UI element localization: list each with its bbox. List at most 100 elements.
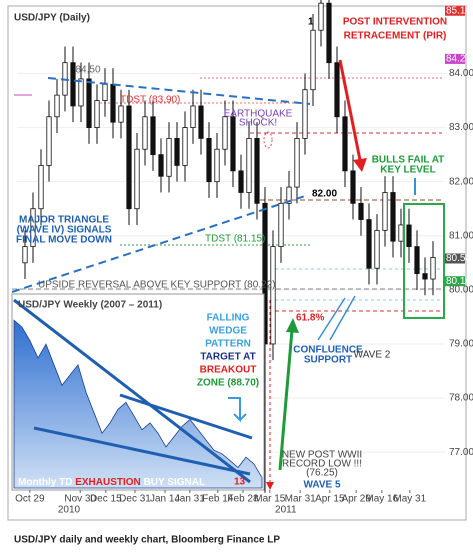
candle-body xyxy=(158,154,164,177)
candle-body xyxy=(78,78,84,107)
annotation-part: EXHAUSTION xyxy=(75,477,141,488)
price-tag xyxy=(445,5,465,16)
trend-line xyxy=(47,77,311,105)
candle-body xyxy=(46,116,52,166)
x-tick-label: Oct 29 xyxy=(15,494,45,505)
arrow xyxy=(329,295,356,341)
annotation: RECORD LOW !!! xyxy=(282,459,362,470)
candle-body xyxy=(398,224,404,242)
annotation: (76.25) xyxy=(306,468,338,479)
candle-body xyxy=(22,246,28,264)
annotation: 84.50 xyxy=(75,65,100,76)
candle-body xyxy=(374,229,380,269)
inset-layer xyxy=(13,319,263,489)
candle-body xyxy=(430,257,436,280)
price-tag-label: 84.27 xyxy=(446,54,471,65)
candle-body xyxy=(230,116,236,172)
annotation: 13 xyxy=(234,477,246,488)
candle-body xyxy=(206,138,212,183)
candle-body xyxy=(254,138,260,204)
annotation: UPSIDE REVERSAL ABOVE KEY SUPPORT (80.22… xyxy=(38,280,276,291)
candle-body xyxy=(270,246,276,345)
candle-body xyxy=(286,186,292,204)
price-tag xyxy=(445,53,465,64)
candle-body xyxy=(222,116,228,150)
candle-body xyxy=(318,2,324,31)
candle-body xyxy=(182,127,188,166)
arrow-head xyxy=(266,482,274,490)
candle-body xyxy=(302,89,308,139)
candle-body xyxy=(334,62,340,118)
annotation: TDST (81.15) xyxy=(205,234,265,245)
x-tick-label: Mar 31 xyxy=(285,494,317,505)
candle-body xyxy=(238,170,244,193)
weekly-area xyxy=(13,319,263,489)
candle-body xyxy=(166,138,172,177)
x-tick-label: Dec 15 xyxy=(90,494,122,505)
x-tick-label: Dec 31 xyxy=(119,494,151,505)
candle-body xyxy=(326,2,332,64)
annotation: 61.8% xyxy=(296,313,324,324)
y-tick-label: 78.00 xyxy=(449,393,473,404)
annotation: WAVE 2 xyxy=(354,350,391,361)
annotation: FINAL MOVE DOWN xyxy=(16,235,112,246)
x-tick-label: May 16 xyxy=(365,494,398,505)
annotation: EARTHQUAKE xyxy=(224,109,293,120)
wedge-line xyxy=(119,393,253,440)
candle-body xyxy=(382,192,388,231)
arrow xyxy=(317,297,346,341)
annotation: SHOCK! xyxy=(239,118,277,129)
annotation: POST INTERVENTION xyxy=(343,17,447,28)
x-tick-label: Jan 31 xyxy=(175,494,205,505)
candle-body xyxy=(422,273,428,280)
candle-body xyxy=(30,208,36,247)
x-tick-label: Feb 14 xyxy=(202,494,234,505)
price-tag xyxy=(445,276,465,287)
price-tag-label: 80.58 xyxy=(446,253,471,264)
annotation: BREAKOUT xyxy=(200,365,257,376)
annotation: TARGET AT xyxy=(200,352,255,363)
candle-layer xyxy=(22,0,436,493)
candle-body xyxy=(294,138,300,188)
x-tick-label: Jan 14 xyxy=(150,494,180,505)
candle-body xyxy=(350,170,356,204)
y-tick-label: 82.00 xyxy=(449,176,473,187)
inset-title: USD/JPY Weekly (2007 – 2011) xyxy=(18,300,162,311)
candle-body xyxy=(174,138,180,166)
annotation: 1 xyxy=(308,17,314,28)
axis-layer: 77.00 78.00 79.00 80.00 81.00 82.00 83.00 84.00… xyxy=(15,5,473,515)
y-tick-label: 77.00 xyxy=(449,447,473,458)
annotation: WAVE 5 xyxy=(303,480,340,491)
annotation-part: Monthly TD xyxy=(18,477,72,488)
x-tick-label: Mar 15 xyxy=(254,494,286,505)
x-tick-label: Nov 30 xyxy=(64,494,96,505)
candle-body xyxy=(390,192,396,242)
candle-body xyxy=(118,105,124,123)
annotation: WEDGE xyxy=(209,326,247,337)
title: USD/JPY (Daily) xyxy=(14,13,90,24)
annotation: TDST (83.90) xyxy=(120,95,180,106)
candle-body xyxy=(198,105,204,139)
y-tick-label: 79.00 xyxy=(449,339,473,350)
candle-body xyxy=(38,165,44,210)
price-tag xyxy=(445,253,465,264)
arrow xyxy=(338,59,362,161)
annotation: SUPPORT xyxy=(304,355,352,366)
circle xyxy=(263,131,273,149)
candle-body xyxy=(110,83,116,123)
price-tag-label: 80.16 xyxy=(446,276,471,287)
arrow-head xyxy=(353,158,367,172)
candle-body xyxy=(190,105,196,128)
candle-body xyxy=(102,83,108,101)
candle-body xyxy=(246,138,252,193)
annotation: ZONE (88.70) xyxy=(197,378,259,389)
wedge-line xyxy=(13,298,251,484)
x-tick-label: Apr 15 xyxy=(315,494,345,505)
annotation: NEW POST WWII xyxy=(282,450,362,461)
candle-body xyxy=(142,116,148,150)
annotation: RETRACEMENT (PIR) xyxy=(344,31,447,42)
wedge-line xyxy=(33,426,251,476)
candle-body xyxy=(366,219,372,269)
x-tick-label: Apr 29 xyxy=(341,494,371,505)
candle-body xyxy=(126,105,132,210)
